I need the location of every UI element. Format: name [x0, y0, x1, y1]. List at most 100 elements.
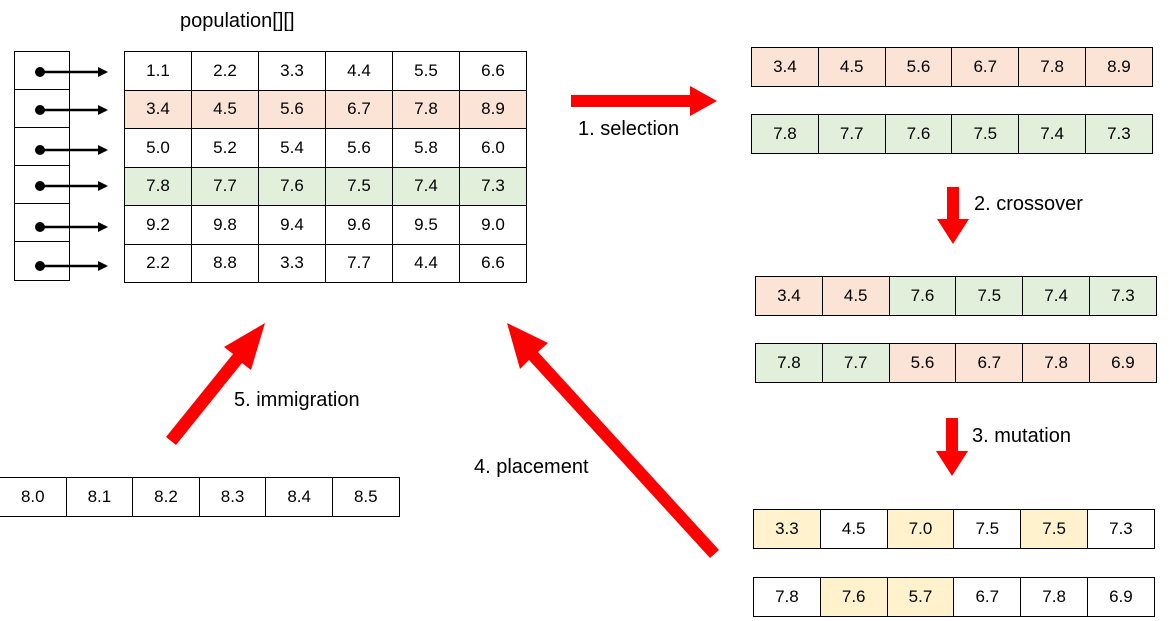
table-cell: 7.7 [326, 244, 392, 282]
crossover-arrow [937, 187, 969, 244]
table-cell: 8.0 [0, 478, 66, 516]
table-cell: 6.6 [460, 52, 526, 90]
table-cell: 7.8 [754, 578, 820, 616]
pointer-cell [15, 204, 69, 242]
immigration-arrow [166, 323, 265, 445]
table-cell: 7.0 [887, 510, 954, 548]
table-cell: 3.3 [259, 52, 325, 90]
table-cell: 7.8 [1019, 48, 1085, 86]
mutated-child-1: 3.3 4.5 7.0 7.5 7.5 7.3 [753, 509, 1155, 549]
table-cell: 4.5 [818, 48, 885, 86]
pointer-cell [15, 90, 69, 128]
table-cell: 4.5 [192, 90, 258, 128]
table-cell: 7.3 [1085, 115, 1152, 153]
mutated-child-2: 7.8 7.6 5.7 6.7 7.8 6.9 [753, 577, 1155, 617]
table-cell: 5.7 [887, 578, 954, 616]
table-cell: 7.8 [1023, 344, 1089, 382]
table-cell: 7.6 [820, 578, 887, 616]
table-cell: 4.5 [822, 277, 889, 315]
label-crossover: 2. crossover [974, 193, 1083, 215]
table-cell: 7.5 [326, 167, 392, 205]
table-cell: 5.6 [889, 344, 956, 382]
table-cell: 7.6 [885, 115, 952, 153]
pointer-cell [15, 166, 69, 204]
table-cell: 7.7 [192, 167, 258, 205]
population-table: 1.1 2.2 3.3 4.4 5.5 6.6 3.4 4.5 5.6 6.7 7.8 8.9 5.0 5… [124, 51, 527, 283]
table-cell: 9.0 [460, 206, 526, 244]
pointer-arrows [35, 67, 108, 271]
table-cell: 7.5 [952, 115, 1019, 153]
table-cell: 6.6 [460, 244, 526, 282]
label-placement: 4. placement [474, 456, 589, 478]
table-cell: 3.3 [754, 510, 820, 548]
table-cell: 4.4 [326, 52, 392, 90]
table-cell: 5.6 [326, 129, 392, 167]
table-cell: 5.6 [885, 48, 952, 86]
table-cell: 7.3 [1087, 510, 1154, 548]
table-cell: 8.9 [1085, 48, 1152, 86]
table-cell: 7.3 [1089, 277, 1156, 315]
table-cell: 6.7 [952, 48, 1019, 86]
table-cell: 7.7 [822, 344, 889, 382]
selected-parents: 3.4 4.5 5.6 6.7 7.8 8.9 [751, 47, 1153, 87]
table-cell: 8.1 [66, 478, 133, 516]
population-title: population[][] [180, 10, 295, 32]
table-cell: 7.6 [889, 277, 956, 315]
table-cell: 3.4 [756, 277, 822, 315]
pointer-arrow [35, 67, 108, 77]
table-cell: 8.3 [199, 478, 266, 516]
pointer-arrow [35, 145, 108, 155]
crossover-child-1: 3.4 4.5 7.6 7.5 7.4 7.3 [755, 276, 1157, 316]
table-cell: 5.8 [393, 129, 459, 167]
table-cell: 9.5 [393, 206, 459, 244]
selection-arrow [571, 86, 717, 116]
table-cell: 6.7 [954, 578, 1021, 616]
table-cell: 7.6 [259, 167, 325, 205]
table-cell: 1.1 [125, 52, 191, 90]
pointer-arrow [35, 222, 108, 232]
table-cell: 7.8 [756, 344, 822, 382]
pointer-cell [15, 52, 69, 90]
table-cell: 7.4 [393, 167, 459, 205]
table-cell: 7.8 [125, 167, 191, 205]
table-cell: 3.3 [259, 244, 325, 282]
label-selection: 1. selection [578, 118, 680, 140]
table-cell: 7.7 [818, 115, 885, 153]
table-cell: 6.9 [1089, 344, 1156, 382]
table-cell: 6.9 [1087, 578, 1154, 616]
table-cell: 5.4 [259, 129, 325, 167]
table-cell: 8.5 [332, 478, 399, 516]
table-cell: 5.6 [259, 90, 325, 128]
label-mutation: 3. mutation [972, 425, 1071, 447]
table-cell: 4.5 [820, 510, 887, 548]
table-cell: 7.3 [460, 167, 526, 205]
table-cell: 5.2 [192, 129, 258, 167]
table-cell: 4.4 [393, 244, 459, 282]
table-cell: 7.4 [1019, 115, 1085, 153]
table-cell: 7.8 [393, 90, 459, 128]
placement-arrow [507, 323, 719, 558]
table-cell: 7.8 [1021, 578, 1087, 616]
pointer-cell [15, 128, 69, 166]
table-cell: 3.4 [125, 90, 191, 128]
table-cell: 9.2 [125, 206, 191, 244]
table-cell: 5.5 [393, 52, 459, 90]
table-cell: 7.5 [956, 277, 1023, 315]
pointer-column [14, 51, 70, 281]
table-cell: 5.0 [125, 129, 191, 167]
pointer-arrow [35, 261, 108, 271]
table-cell: 3.4 [752, 48, 818, 86]
pointer-arrow [35, 181, 108, 191]
table-cell: 8.4 [266, 478, 332, 516]
table-cell: 8.8 [192, 244, 258, 282]
pointer-arrow [35, 105, 108, 115]
table-cell: 2.2 [125, 244, 191, 282]
mutation-arrow [936, 418, 968, 476]
table-cell: 6.7 [956, 344, 1023, 382]
table-cell: 7.5 [1021, 510, 1087, 548]
table-cell: 6.0 [460, 129, 526, 167]
table-cell: 9.8 [192, 206, 258, 244]
table-cell: 9.6 [326, 206, 392, 244]
table-cell: 7.5 [954, 510, 1021, 548]
